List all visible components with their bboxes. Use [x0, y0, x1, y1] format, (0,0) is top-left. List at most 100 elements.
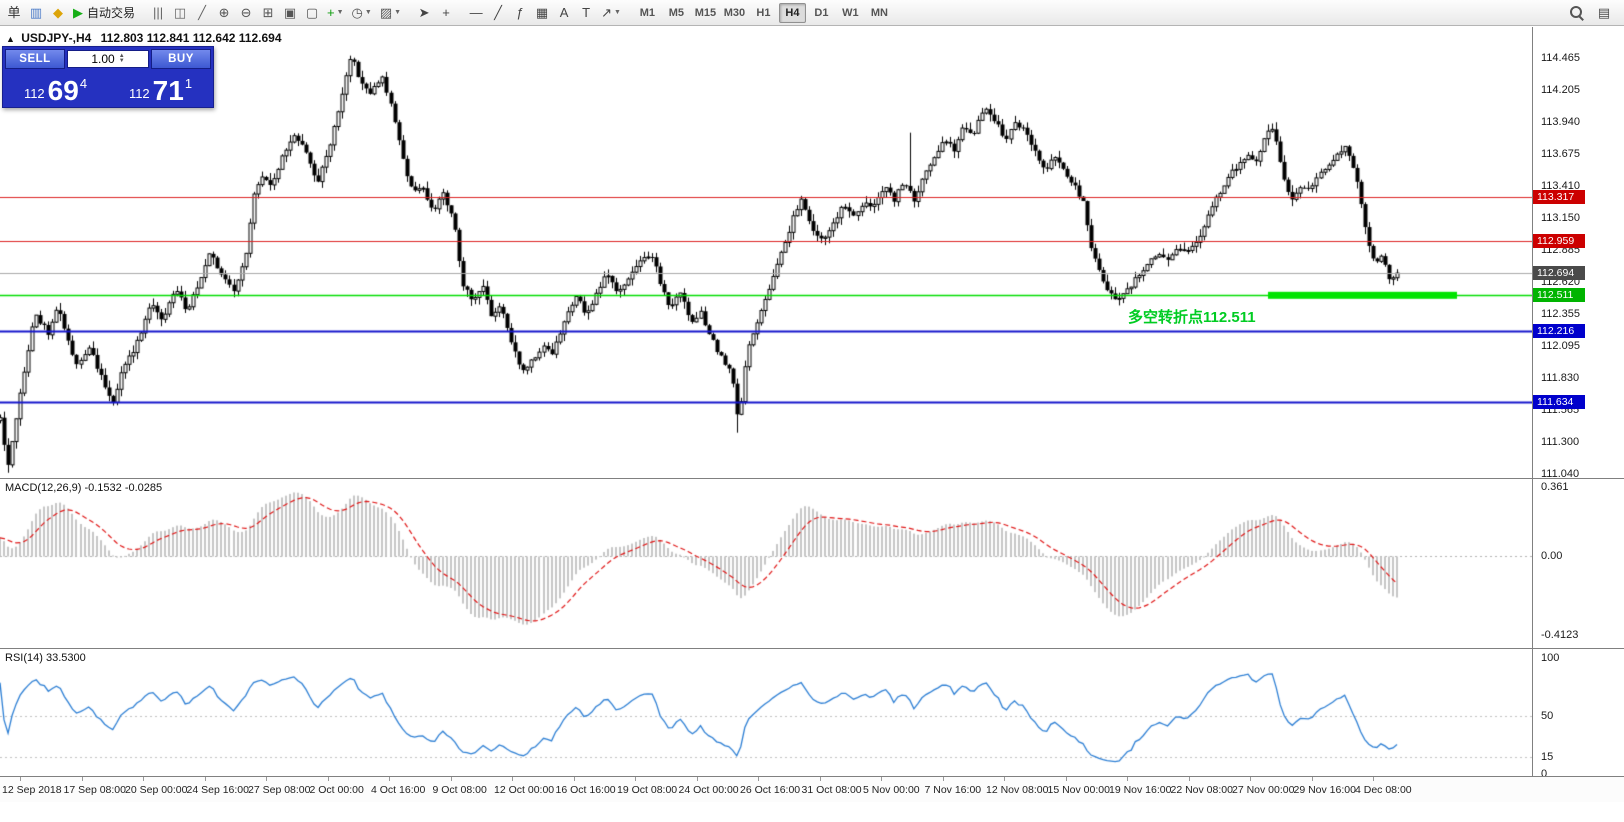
cycle-lines-icon[interactable]: ▦ — [535, 5, 549, 20]
crosshair-icon[interactable]: + — [442, 5, 450, 20]
dropdown-arrow-icon[interactable]: ▼ — [394, 9, 402, 16]
timeframe-m1-button[interactable]: M1 — [639, 6, 656, 19]
tile-windows-icon[interactable]: ⊞ — [262, 5, 274, 20]
timeframe-h4-button[interactable]: H4 — [778, 2, 806, 23]
price-tag: 112.694 — [1533, 266, 1585, 281]
time-axis-tick — [1188, 777, 1190, 781]
rsi-indicator-panel: RSI(14) 33.5300 100 50 15 0 — [0, 648, 1624, 780]
quick-panel-icon[interactable]: ▤ — [1597, 4, 1611, 20]
time-axis-tick — [696, 777, 698, 781]
price-axis-label: 113.410 — [1541, 180, 1580, 193]
line-chart-type-icon[interactable]: ╱ — [198, 5, 206, 20]
sell-price-display: 112 69 4 — [3, 71, 108, 107]
chart-ohlc-values: 112.803 112.841 112.642 112.694 — [100, 31, 282, 45]
buy-price-prefix: 112 — [128, 86, 150, 101]
macd-axis[interactable]: 0.361 0.00 -0.4123 — [1532, 479, 1624, 648]
time-axis-tick — [512, 777, 513, 781]
new-chart-icon[interactable]: + ▼ — [327, 5, 344, 20]
volume-value: 1.00 — [91, 52, 115, 66]
macd-axis-label: 0.00 — [1541, 550, 1563, 563]
sell-price-big: 69 — [47, 75, 79, 106]
horizontal-line-icon[interactable]: — — [469, 5, 483, 20]
time-axis-label: 12 Nov 08:00 — [986, 784, 1049, 796]
time-axis-label: 19 Nov 16:00 — [1109, 784, 1172, 796]
time-axis-label: 9 Oct 08:00 — [432, 784, 487, 796]
time-axis[interactable]: 12 Sep 2018 17 Sep 08:00 20 Sep 00:00 24 Se… — [0, 776, 1624, 802]
time-axis-tick — [450, 777, 452, 781]
time-axis-label: 29 Nov 16:00 — [1293, 784, 1356, 796]
arrange-windows-icon[interactable]: ▣ — [283, 5, 297, 20]
zoom-out-icon[interactable]: ⊖ — [240, 5, 252, 20]
price-chart-canvas[interactable] — [0, 27, 1532, 478]
price-axis-label: 113.940 — [1541, 115, 1580, 128]
time-axis-label: 5 Nov 00:00 — [863, 784, 920, 796]
rsi-label: RSI(14) 33.5300 — [5, 652, 86, 664]
time-axis-label: 12 Sep 2018 — [2, 784, 62, 796]
time-axis-tick — [204, 777, 206, 781]
time-axis-tick — [1127, 777, 1128, 781]
rsi-canvas[interactable] — [0, 649, 1532, 776]
time-axis-tick — [881, 777, 882, 781]
chart-window-icon[interactable]: ▥ — [29, 5, 43, 20]
cursor-icon[interactable]: ➤ — [418, 5, 430, 20]
timeframe-m15-button[interactable]: M15 — [694, 6, 717, 19]
time-axis-tick — [635, 777, 636, 781]
timeframe-h1-button[interactable]: H1 — [756, 6, 771, 19]
time-axis-label: 24 Oct 00:00 — [678, 784, 739, 796]
macd-canvas[interactable] — [0, 479, 1532, 648]
price-axis-label: 113.150 — [1541, 211, 1580, 224]
macd-label: MACD(12,26,9) -0.1532 -0.0285 — [5, 482, 163, 494]
volume-input[interactable]: 1.00 ▲ ▼ — [67, 50, 149, 68]
templates-icon[interactable]: ▨ ▼ — [379, 5, 402, 20]
price-axis-label: 111.300 — [1541, 436, 1580, 449]
zoom-in-icon[interactable]: ⊕ — [218, 5, 230, 20]
rsi-axis[interactable]: 100 50 15 0 — [1532, 649, 1624, 780]
spin-down-icon[interactable]: ▼ — [118, 58, 125, 64]
timeframe-m30-button[interactable]: M30 — [723, 6, 746, 19]
trendline-icon[interactable]: ╱ — [494, 5, 502, 20]
dropdown-arrow-icon[interactable]: ▼ — [364, 9, 372, 16]
bar-chart-type-icon[interactable]: ||| — [152, 5, 164, 20]
rsi-axis-label: 100 — [1541, 652, 1560, 664]
timeframe-d1-button[interactable]: D1 — [814, 6, 829, 19]
arrow-tools-icon[interactable]: ↗ ▼ — [601, 5, 621, 20]
time-axis-tick — [1065, 777, 1067, 781]
timeframe-w1-button[interactable]: W1 — [842, 6, 859, 19]
fibonacci-icon[interactable]: ƒ — [516, 5, 524, 20]
volume-spinner[interactable]: ▲ ▼ — [118, 53, 125, 64]
profile-icon[interactable]: ◆ — [53, 5, 63, 20]
text-tool-icon[interactable]: A — [559, 5, 569, 20]
rsi-axis-label: 15 — [1541, 750, 1554, 763]
price-axis-label: 111.040 — [1541, 467, 1580, 480]
time-axis-tick — [81, 777, 83, 781]
price-tag: 112.216 — [1533, 324, 1585, 339]
search-icon[interactable] — [1565, 2, 1587, 24]
new-order-partial-button[interactable]: 单 — [7, 5, 21, 20]
price-axis[interactable]: 114.465 114.205 113.940 113.675 113.410 113.1… — [1532, 27, 1624, 480]
time-axis-label: 31 Oct 08:00 — [801, 784, 862, 796]
periods-icon[interactable]: ◷ ▼ — [351, 5, 372, 20]
time-axis-label: 27 Sep 08:00 — [248, 784, 311, 796]
cascade-windows-icon[interactable]: ▢ — [305, 5, 319, 20]
time-axis-tick — [819, 777, 821, 781]
time-axis-tick — [327, 777, 329, 781]
time-axis-tick — [1311, 777, 1313, 781]
label-tool-icon[interactable]: T — [582, 5, 591, 20]
timeframe-m5-button[interactable]: M5 — [668, 6, 685, 19]
price-tag: 112.959 — [1533, 233, 1585, 248]
time-axis-label: 4 Dec 08:00 — [1355, 784, 1412, 796]
price-chart-panel: ▲ USDJPY-,H4 112.803 112.841 112.642 112… — [0, 27, 1624, 480]
time-axis-tick — [573, 777, 575, 781]
collapse-marker-icon[interactable]: ▲ — [6, 34, 15, 44]
spin-up-icon[interactable]: ▲ — [118, 53, 125, 59]
sell-button[interactable]: SELL — [5, 49, 65, 69]
time-axis-label: 17 Sep 08:00 — [63, 784, 126, 796]
dropdown-arrow-icon[interactable]: ▼ — [613, 9, 621, 16]
time-axis-tick — [758, 777, 759, 781]
macd-indicator-panel: MACD(12,26,9) -0.1532 -0.0285 0.361 0.00 -… — [0, 478, 1624, 648]
dropdown-arrow-icon[interactable]: ▼ — [336, 9, 344, 16]
buy-button[interactable]: BUY — [151, 49, 211, 69]
timeframe-mn-button[interactable]: MN — [870, 6, 888, 19]
autotrading-button[interactable]: ▶ 自动交易 — [73, 5, 136, 20]
candlestick-type-icon[interactable]: ◫ — [173, 5, 187, 20]
